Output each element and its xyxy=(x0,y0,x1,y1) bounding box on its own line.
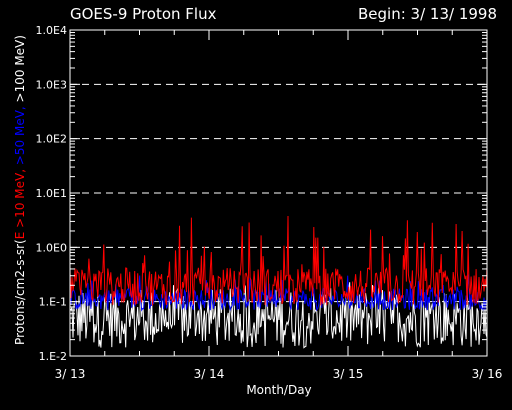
chart-subtitle: Begin: 3/ 13/ 1998 xyxy=(358,5,497,23)
y-axis-label-part: >100 MeV) xyxy=(13,35,27,106)
y-tick-label: 1.0E2 xyxy=(36,133,67,146)
series-line xyxy=(69,282,488,349)
x-tick-label: 3/ 15 xyxy=(333,367,364,381)
series-layer xyxy=(69,215,488,349)
x-tick-label: 3/ 14 xyxy=(194,367,225,381)
x-tick-label: 3/ 16 xyxy=(472,367,503,381)
chart-title: GOES-9 Proton Flux xyxy=(70,5,217,23)
y-axis-label-part: E >10 MeV, xyxy=(13,169,27,239)
y-tick-label: 1.E-1 xyxy=(39,296,67,309)
y-tick-label: 1.0E4 xyxy=(36,24,67,37)
y-axis-label-part: Protons/cm2-s-sr( xyxy=(13,239,27,345)
series-line xyxy=(69,215,488,306)
y-axis-label: Protons/cm2-s-sr(E >10 MeV, >50 MeV, >10… xyxy=(13,35,27,345)
x-tick-label: 3/ 13 xyxy=(55,367,86,381)
y-tick-label: 1.0E0 xyxy=(36,241,67,254)
y-axis-ticks: 1.E-2 1.E-1 1.0E0 1.0E1 1.0E2 1.0E3 1.0E4 xyxy=(36,24,487,363)
y-tick-label: 1.0E3 xyxy=(36,78,67,91)
y-tick-label: 1.E-2 xyxy=(39,350,67,363)
x-axis-label: Month/Day xyxy=(246,383,311,397)
x-axis-ticks: 3/ 13 3/ 14 3/ 15 3/ 16 xyxy=(55,30,503,381)
y-axis-label-part: >50 MeV, xyxy=(13,106,27,169)
y-tick-label: 1.0E1 xyxy=(36,187,67,200)
